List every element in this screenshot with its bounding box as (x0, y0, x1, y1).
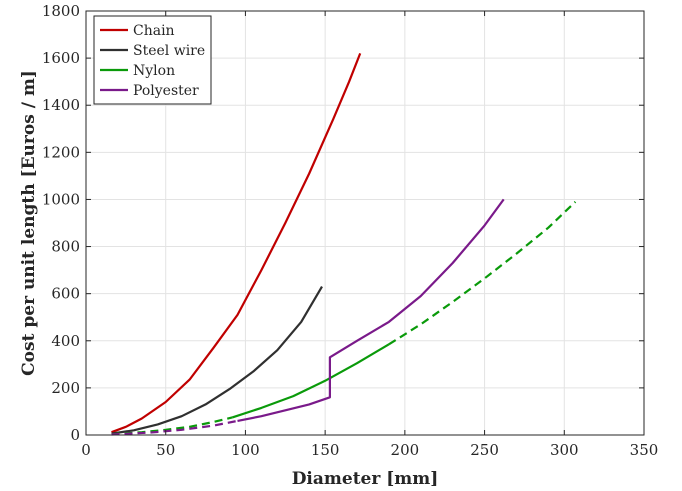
y-tick-label: 0 (70, 426, 80, 444)
y-tick-label: 1800 (42, 2, 80, 20)
series-line-nylon-dashed (388, 201, 577, 346)
legend-label-chain: Chain (133, 23, 175, 39)
y-tick-label: 1000 (42, 190, 80, 208)
x-tick-label: 0 (81, 441, 91, 459)
y-tick-label: 1400 (42, 96, 80, 114)
x-tick-label: 350 (630, 441, 659, 459)
series-layer (111, 52, 577, 436)
ticks (85, 10, 645, 436)
series-chain (111, 52, 362, 434)
series-line-nylon-solid (232, 343, 390, 419)
y-tick-labels: 0 200 400 600 800 1000 1200 1400 1600 1800 (42, 2, 80, 444)
series-line-nylon-dashed (111, 416, 233, 436)
series-line-chain-solid (111, 52, 362, 434)
series-line-polyester-dashed (111, 419, 238, 436)
x-tick-label: 100 (231, 441, 260, 459)
legend-label-polyester: Polyester (133, 83, 199, 99)
series-line-polyester-solid (237, 198, 505, 422)
y-tick-label: 200 (51, 379, 80, 397)
series-line-steel-wire-solid (111, 286, 323, 435)
x-tick-label: 150 (311, 441, 340, 459)
series-nylon (111, 201, 577, 436)
x-tick-label: 250 (470, 441, 499, 459)
x-axis-label: Diameter [mm] (292, 469, 439, 489)
legend: Chain Steel wire Nylon Polyester (93, 15, 212, 105)
y-tick-label: 1200 (42, 143, 80, 161)
x-tick-labels: 0 50 100 150 200 250 300 350 (81, 441, 658, 459)
x-tick-label: 200 (391, 441, 420, 459)
y-tick-label: 600 (51, 285, 80, 303)
y-tick-label: 800 (51, 238, 80, 256)
y-tick-label: 400 (51, 332, 80, 350)
legend-label-nylon: Nylon (133, 63, 175, 79)
series-polyester (111, 198, 505, 436)
y-tick-label: 1600 (42, 49, 80, 67)
series-steel-wire (111, 286, 323, 435)
x-tick-label: 300 (550, 441, 579, 459)
plot-frame (85, 10, 645, 436)
y-axis-label: Cost per unit length [Euros / m] (19, 70, 39, 376)
legend-label-steel-wire: Steel wire (133, 43, 205, 59)
x-tick-label: 50 (156, 441, 175, 459)
